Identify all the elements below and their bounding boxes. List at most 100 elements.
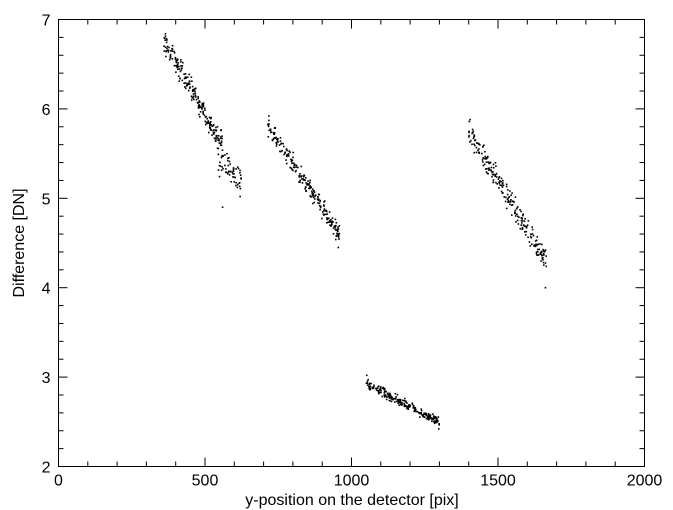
- data-point: [229, 171, 232, 173]
- data-point: [507, 196, 510, 199]
- data-point: [219, 142, 222, 145]
- data-point: [428, 415, 431, 418]
- data-point: [473, 143, 475, 146]
- data-point: [283, 153, 285, 156]
- data-point: [420, 412, 422, 414]
- data-point: [273, 132, 276, 134]
- data-point: [238, 182, 241, 184]
- data-point: [169, 53, 172, 56]
- data-point: [383, 392, 386, 394]
- data-point: [542, 248, 544, 251]
- data-point: [480, 152, 483, 155]
- data-point: [328, 219, 331, 222]
- data-point: [393, 397, 395, 400]
- data-point: [514, 196, 517, 198]
- data-point: [331, 217, 334, 220]
- data-point: [212, 131, 215, 134]
- data-point: [201, 103, 203, 106]
- data-point: [435, 421, 438, 424]
- data-point: [504, 196, 507, 199]
- data-point: [168, 58, 171, 61]
- data-point: [524, 231, 526, 233]
- data-point: [184, 87, 187, 90]
- data-point: [423, 416, 426, 418]
- data-point: [220, 141, 223, 144]
- data-point: [474, 144, 476, 147]
- data-point: [187, 82, 190, 85]
- data-point: [165, 41, 168, 44]
- data-point: [438, 423, 440, 426]
- data-point: [384, 394, 387, 396]
- data-point: [434, 421, 437, 423]
- data-point: [536, 251, 539, 253]
- data-point: [369, 385, 371, 387]
- data-point: [273, 137, 276, 139]
- data-point: [473, 151, 476, 154]
- data-point: [289, 151, 291, 154]
- data-point: [384, 388, 386, 390]
- data-point: [307, 182, 309, 185]
- data-point: [319, 208, 321, 211]
- data-point: [169, 55, 172, 58]
- data-point: [207, 121, 210, 124]
- data-point: [284, 152, 286, 154]
- data-point: [337, 226, 339, 228]
- data-point: [277, 141, 279, 143]
- data-point: [174, 58, 177, 60]
- data-point: [394, 392, 397, 395]
- data-point: [401, 404, 403, 406]
- data-point: [267, 136, 270, 138]
- data-point: [176, 58, 179, 61]
- data-point: [499, 180, 501, 182]
- data-point: [216, 125, 219, 128]
- data-point: [433, 422, 436, 425]
- data-point: [227, 157, 229, 160]
- data-point: [220, 169, 223, 172]
- data-point: [288, 150, 291, 152]
- data-point: [193, 98, 195, 101]
- data-point: [534, 245, 537, 248]
- data-point: [471, 143, 473, 146]
- x-tick-labels: 0 500 1000 1500 2000: [54, 473, 662, 490]
- data-point: [313, 201, 316, 204]
- data-point: [541, 243, 543, 246]
- data-point: [525, 227, 528, 229]
- data-point: [537, 243, 540, 246]
- data-point: [510, 214, 513, 216]
- data-point: [377, 389, 379, 392]
- data-point: [505, 183, 508, 186]
- data-point: [398, 404, 401, 407]
- data-point: [323, 200, 326, 202]
- data-point: [176, 68, 179, 71]
- data-point: [379, 386, 382, 388]
- data-point: [272, 131, 275, 134]
- data-point: [190, 76, 193, 79]
- data-point: [498, 187, 500, 189]
- data-point: [164, 39, 166, 41]
- data-point: [191, 90, 194, 93]
- data-point: [408, 405, 411, 407]
- data-point: [323, 208, 326, 210]
- data-point: [215, 126, 217, 129]
- data-point: [491, 173, 494, 176]
- data-point: [198, 100, 201, 102]
- data-point: [531, 233, 534, 235]
- data-point: [209, 127, 211, 129]
- data-point: [405, 405, 408, 407]
- x-tick-label: 0: [54, 473, 63, 490]
- data-point: [392, 398, 395, 401]
- data-point: [312, 196, 315, 199]
- data-point: [303, 174, 305, 176]
- data-point: [313, 198, 316, 200]
- data-point: [203, 114, 206, 117]
- data-point: [508, 200, 510, 203]
- data-point: [491, 175, 493, 178]
- data-point: [544, 286, 547, 289]
- data-point: [388, 395, 390, 398]
- data-point: [188, 80, 191, 82]
- data-point: [387, 393, 389, 396]
- data-point: [399, 398, 402, 401]
- axis-ticks: [58, 19, 645, 467]
- data-point: [335, 224, 337, 227]
- data-point: [542, 261, 545, 264]
